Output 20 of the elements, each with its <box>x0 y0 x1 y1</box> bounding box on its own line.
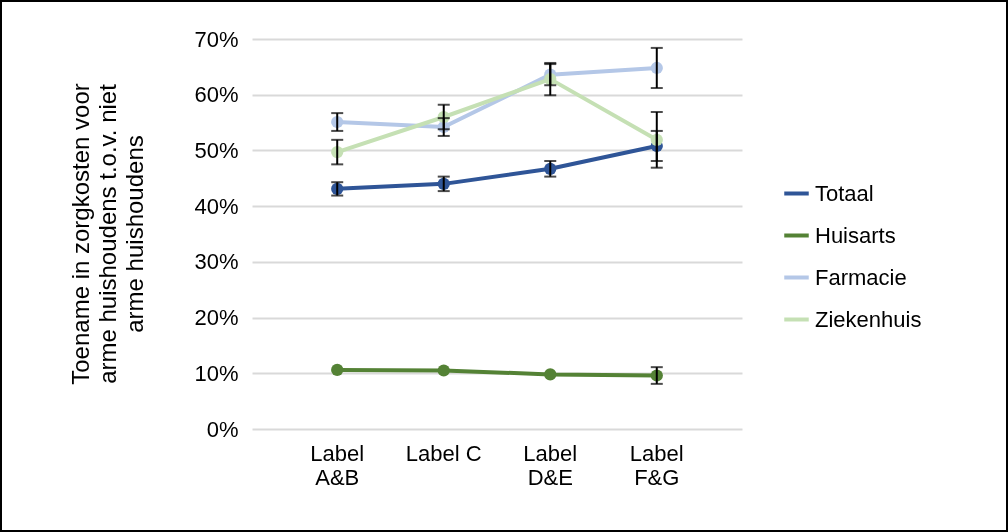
y-tick-label: 40% <box>194 193 239 219</box>
point <box>544 368 557 381</box>
point <box>331 363 344 377</box>
legend-label: Farmacie <box>815 264 907 290</box>
y-axis-title: Toename in zorgkosten voor arme huishoudens t.o.v. niet arme huishoudens <box>67 83 148 385</box>
y-tick-label: 30% <box>194 249 239 275</box>
legend-label: Totaal <box>815 180 874 206</box>
y-tick-label: 10% <box>194 360 239 386</box>
x-tick-label: Label A&B <box>310 440 365 490</box>
x-tick-label: Label C <box>405 440 482 466</box>
x-tick-label: Label D&E <box>523 440 578 490</box>
x-tick-label: Label F&G <box>629 440 684 490</box>
y-tick-label: 0% <box>206 416 239 442</box>
legend-label: Ziekenhuis <box>815 306 922 332</box>
y-tick-label: 20% <box>194 305 239 331</box>
y-tick-label: 50% <box>194 137 239 163</box>
y-tick-label: 60% <box>194 82 239 108</box>
legend-label: Huisarts <box>815 222 896 248</box>
point <box>437 364 450 377</box>
y-tick-label: 70% <box>194 26 239 52</box>
